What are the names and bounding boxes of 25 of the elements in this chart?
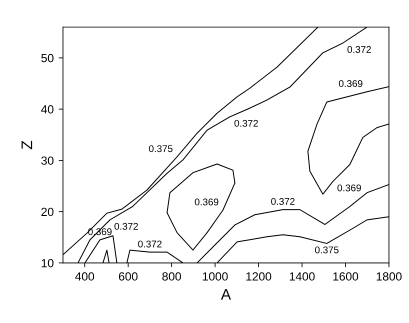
annotation: 0.372 [138,240,162,248]
annotation: 0.369 [194,198,218,206]
annotation: 0.369 [337,184,361,192]
y-tick-label: 50 [41,54,54,62]
x-tick-label: 1600 [333,272,358,281]
annotation: 0.375 [315,246,339,254]
annotation: 0.369 [338,80,362,88]
x-tick-label: 1800 [376,272,402,281]
annotation: 0.372 [114,222,138,230]
x-axis-title: A [220,289,232,300]
y-tick-label: 20 [41,208,54,216]
annotation: 0.372 [271,198,295,205]
x-tick-label: 600 [118,272,138,281]
y-tick-label: 40 [41,105,54,114]
y-tick-label: 30 [41,156,54,165]
annotation: 0.372 [234,120,258,127]
x-tick-label: 400 [75,272,94,281]
x-tick-label: 1200 [246,272,272,281]
x-tick-label: 1400 [290,272,315,281]
x-tick-label: 1000 [202,272,228,281]
annotation: 0.375 [148,145,173,152]
x-tick-label: 800 [162,272,182,281]
y-axis-title: Z [22,140,32,150]
y-tick-label: 10 [42,258,54,268]
annotation: 0.372 [347,46,371,53]
